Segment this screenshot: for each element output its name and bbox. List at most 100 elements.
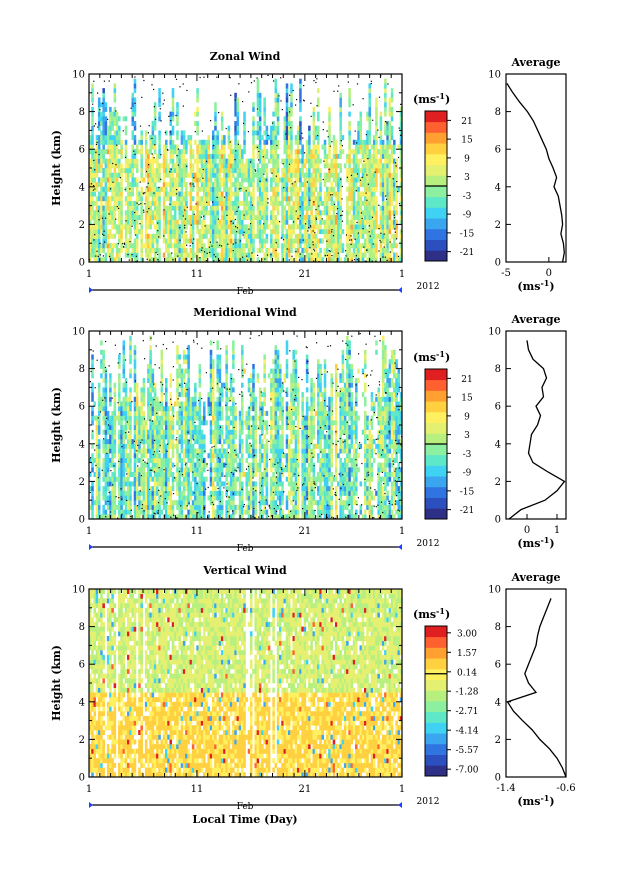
heat-cell bbox=[377, 168, 380, 173]
heat-cell bbox=[265, 172, 269, 178]
heat-dot bbox=[367, 158, 369, 160]
heat-cell bbox=[182, 457, 186, 463]
heat-cell bbox=[384, 229, 387, 235]
heat-cell bbox=[218, 158, 222, 164]
heat-cell bbox=[234, 139, 237, 145]
heat-dot bbox=[243, 231, 245, 233]
heat-cell bbox=[292, 210, 295, 216]
heat-cell bbox=[178, 453, 181, 459]
heat-cell bbox=[91, 514, 94, 519]
heat-cell bbox=[218, 257, 222, 262]
heat-cell bbox=[287, 121, 291, 126]
heat-cell bbox=[256, 200, 260, 206]
heat-cell bbox=[185, 139, 188, 145]
heat-cell bbox=[232, 215, 235, 220]
heat-cell bbox=[122, 359, 126, 365]
heat-cell bbox=[102, 177, 105, 183]
heat-cell bbox=[375, 210, 378, 216]
heat-cell bbox=[167, 238, 170, 244]
heat-cell bbox=[102, 514, 105, 519]
heat-cell bbox=[95, 434, 99, 440]
heat-cell bbox=[225, 158, 228, 164]
heat-cell bbox=[352, 210, 356, 216]
heat-cell bbox=[124, 229, 128, 235]
heat-dot bbox=[238, 206, 240, 208]
heat-cell bbox=[334, 257, 338, 262]
heat-cell bbox=[171, 215, 175, 220]
heat-cell bbox=[156, 163, 159, 169]
heat-cell bbox=[312, 177, 316, 183]
heat-cell bbox=[178, 233, 181, 239]
heat-cell bbox=[294, 182, 298, 188]
heat-cell bbox=[216, 139, 219, 145]
heat-cell bbox=[270, 130, 273, 136]
heat-cell bbox=[176, 116, 179, 122]
heat-cell bbox=[147, 514, 150, 519]
heat-dot bbox=[288, 259, 290, 261]
heat-dot bbox=[291, 255, 293, 257]
heat-cell bbox=[355, 153, 358, 159]
heat-cell bbox=[332, 243, 336, 249]
heat-cell bbox=[138, 229, 141, 235]
heat-cell bbox=[151, 509, 155, 515]
heat-cell bbox=[265, 196, 269, 202]
heat-dot bbox=[138, 204, 140, 206]
heat-dot bbox=[157, 222, 159, 224]
heat-cell bbox=[133, 434, 137, 440]
heat-dot bbox=[263, 173, 265, 175]
heat-cell bbox=[91, 247, 94, 253]
heat-cell bbox=[386, 168, 389, 173]
heat-cell bbox=[379, 224, 383, 230]
heat-dot bbox=[328, 168, 330, 170]
heat-cell bbox=[158, 233, 161, 239]
heat-cell bbox=[247, 215, 251, 220]
heat-cell bbox=[263, 102, 266, 108]
heat-dot bbox=[370, 80, 372, 82]
heat-cell bbox=[165, 219, 168, 225]
heat-cell bbox=[153, 382, 157, 388]
heat-cell bbox=[151, 182, 155, 188]
heat-cell bbox=[167, 476, 170, 482]
heat-cell bbox=[294, 205, 298, 211]
heat-cell bbox=[234, 229, 237, 235]
heat-cell bbox=[153, 135, 157, 141]
heat-cell bbox=[133, 257, 137, 262]
heat-cell bbox=[337, 229, 340, 235]
heat-cell bbox=[158, 135, 161, 141]
heat-cell bbox=[109, 500, 112, 506]
heat-cell bbox=[390, 182, 394, 188]
heat-cell bbox=[348, 224, 351, 230]
heat-cell bbox=[151, 238, 155, 244]
heat-cell bbox=[158, 116, 161, 122]
heat-cell bbox=[366, 210, 369, 216]
heat-cell bbox=[216, 153, 219, 159]
heat-dot bbox=[256, 77, 258, 79]
heat-dot bbox=[109, 255, 111, 258]
heat-cell bbox=[214, 182, 217, 188]
heat-cell bbox=[100, 219, 103, 225]
heat-cell bbox=[229, 219, 233, 225]
heat-cell bbox=[296, 135, 300, 141]
heat-dot bbox=[172, 259, 174, 261]
heat-cell bbox=[158, 168, 161, 173]
heat-cell bbox=[267, 252, 271, 258]
heat-cell bbox=[129, 481, 132, 487]
heat-cell bbox=[147, 439, 150, 445]
heat-cell bbox=[180, 457, 184, 463]
heat-cell bbox=[249, 210, 253, 216]
heat-cell bbox=[258, 153, 262, 159]
heat-cell bbox=[196, 158, 199, 164]
heat-cell bbox=[355, 163, 358, 169]
heat-cell bbox=[127, 238, 130, 244]
heat-cell bbox=[120, 153, 123, 159]
heat-cell bbox=[350, 186, 354, 192]
heat-cell bbox=[361, 233, 365, 239]
heat-dot bbox=[216, 196, 218, 198]
heat-cell bbox=[149, 490, 152, 496]
heat-cell bbox=[285, 200, 289, 206]
heat-cell bbox=[153, 467, 157, 473]
heat-cell bbox=[120, 149, 123, 155]
heat-cell bbox=[256, 257, 260, 262]
heat-cell bbox=[162, 504, 166, 510]
heat-cell bbox=[245, 238, 249, 244]
